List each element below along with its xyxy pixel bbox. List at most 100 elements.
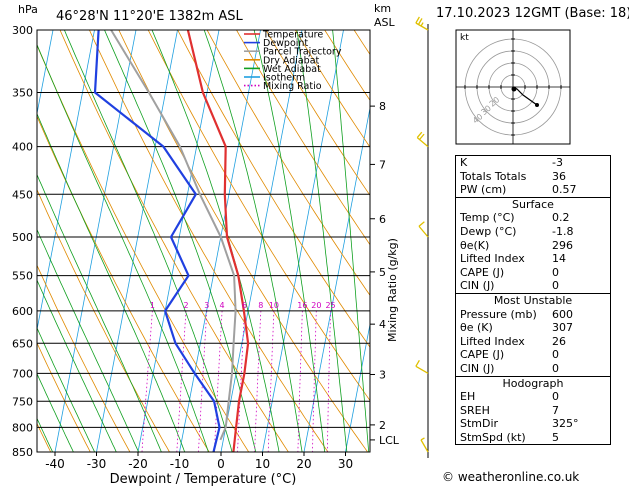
isotherm-line	[37, 30, 95, 332]
km-tick-label: 5	[379, 266, 386, 279]
stats-section: K -3 Totals Totals 36 PW (cm) 0.57	[455, 155, 611, 198]
pressure-tick-label: 750	[12, 395, 33, 408]
stats-row: SREH 7	[456, 404, 610, 418]
mixing-ratio-label: 1	[150, 301, 155, 310]
mixing-ratio-line	[311, 310, 317, 452]
stats-row: EH 0	[456, 390, 610, 404]
stats-row: Pressure (mb) 600	[456, 308, 610, 322]
stats-row: StmSpd (kt) 5	[456, 431, 610, 445]
stats-key: SREH	[460, 403, 490, 417]
wind-barb	[415, 365, 429, 374]
stats-key: Temp (°C)	[460, 211, 515, 225]
legend-label: Parcel Trajectory	[263, 47, 342, 58]
stats-row: Totals Totals 36	[456, 170, 610, 184]
y2-axis-label: Mixing Ratio (g/kg)	[386, 238, 399, 342]
location-title: 46°28'N 11°20'E 1382m ASL	[56, 9, 244, 24]
wet-adiabat	[37, 372, 74, 452]
wet-adiabat	[332, 30, 370, 452]
stats-key: StmDir	[460, 417, 499, 431]
wet-adiabat	[37, 43, 209, 452]
dry-adiabat	[88, 30, 329, 452]
dry-adiabat	[37, 188, 170, 452]
mixing-ratio-line	[254, 310, 262, 452]
legend-label: Mixing Ratio	[263, 81, 322, 92]
mixing-ratio-label: 16	[297, 301, 307, 310]
mixing-ratio-label: 8	[258, 301, 263, 310]
wind-barb-feather	[416, 131, 423, 138]
dry-adiabat	[265, 30, 370, 197]
isotherm-line	[345, 322, 370, 452]
dry-adiabat	[177, 30, 370, 348]
hodograph-label: kt	[460, 33, 469, 43]
wet-adiabat	[104, 30, 257, 452]
wind-barb	[420, 439, 429, 453]
legend-label: Wet Adiabat	[263, 64, 321, 75]
dry-adiabat	[37, 115, 210, 452]
wind-barb-feather	[419, 133, 425, 140]
stats-table: K -3 Totals Totals 36 PW (cm) 0.57 Surface Temp…	[455, 155, 611, 446]
pressure-tick-label: 400	[12, 141, 33, 154]
pressure-tick-label: 650	[12, 337, 33, 350]
isotherm-line	[220, 30, 303, 452]
isotherm-line	[37, 30, 54, 116]
stats-key: CAPE (J)	[460, 265, 505, 279]
stats-row: θe(K) 296	[456, 239, 610, 253]
wind-barb-half	[420, 437, 425, 441]
wind-barb	[416, 137, 429, 148]
stats-row: Lifted Index 14	[456, 252, 610, 266]
mixing-ratio-line	[267, 310, 275, 452]
wet-adiabat	[37, 173, 162, 452]
stats-value: 307	[552, 321, 573, 335]
wind-barb-feather	[415, 16, 420, 24]
series-dewpoint	[93, 30, 221, 452]
stats-value: 14	[552, 252, 566, 266]
stats-section-title: Most Unstable	[493, 293, 573, 307]
timestamp: 17.10.2023 12GMT (Base: 18)	[436, 6, 629, 21]
wet-adiabat	[63, 30, 233, 452]
stats-section: Most Unstable Pressure (mb) 600 θe (K) 307 Li…	[455, 292, 611, 377]
pressure-tick-label: 350	[12, 86, 33, 99]
mixing-ratio-line	[197, 310, 208, 452]
stats-value: 0	[552, 265, 559, 279]
wet-adiabat	[151, 30, 280, 452]
mixing-ratio-line	[213, 310, 223, 452]
stats-key: StmSpd (kt)	[460, 430, 526, 444]
stats-row: StmDir 325°	[456, 417, 610, 431]
x-tick-label: -20	[128, 457, 148, 471]
dry-adiabat	[37, 342, 91, 452]
stats-value: 5	[552, 430, 559, 444]
mixing-ratio-line	[297, 310, 303, 452]
pressure-tick-label: 700	[12, 367, 33, 380]
mixing-ratio-label: 20	[311, 301, 321, 310]
mixing-ratio-label: 3	[204, 301, 209, 310]
stats-row: CAPE (J) 0	[456, 266, 610, 280]
pressure-tick-label: 300	[12, 24, 33, 37]
stats-key: EH	[460, 390, 476, 404]
wet-adiabat	[203, 30, 303, 452]
wind-barb-feather	[418, 221, 425, 227]
wet-adiabat	[37, 112, 186, 452]
dry-adiabat	[59, 30, 289, 452]
mixing-ratio-line	[141, 310, 153, 452]
isotherm-line	[0, 30, 12, 452]
wet-adiabat	[37, 327, 96, 452]
legend-label: Dewpoint	[263, 38, 308, 49]
x-tick-label: -30	[87, 457, 107, 471]
pressure-tick-label: 550	[12, 270, 33, 283]
wind-barb	[415, 22, 429, 31]
x-tick-label: -10	[170, 457, 190, 471]
stats-value: 600	[552, 307, 573, 321]
wind-barb	[418, 225, 429, 238]
mixing-ratio-label: 10	[269, 301, 279, 310]
km-tick-label: 4	[379, 318, 386, 331]
isotherm-line	[96, 30, 178, 452]
dry-adiabat	[236, 30, 370, 246]
dry-adiabat	[118, 30, 369, 452]
km-tick-label: 7	[379, 158, 386, 171]
stats-value: 325°	[552, 417, 579, 431]
isotherm-line	[303, 106, 370, 452]
stats-value: 0.2	[552, 211, 570, 225]
stats-value: 0.57	[552, 183, 577, 197]
stats-key: CIN (J)	[460, 279, 495, 293]
pressure-tick-label: 850	[12, 446, 33, 459]
